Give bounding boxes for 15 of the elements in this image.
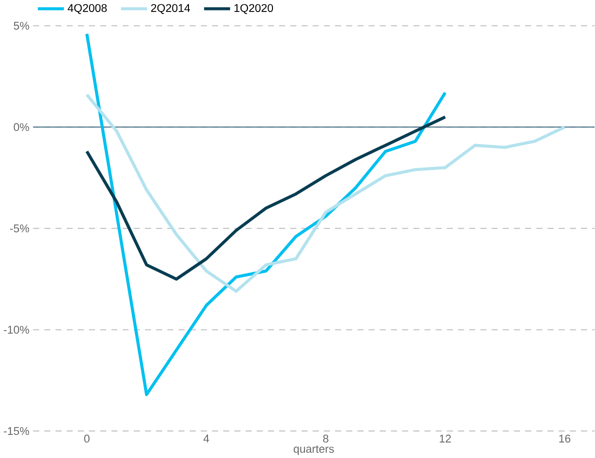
x-axis-title: quarters (294, 445, 334, 455)
y-tick-label: 5% (14, 22, 30, 30)
legend-label: 4Q2008 (68, 4, 107, 14)
y-tick-label: -15% (4, 426, 30, 435)
x-tick-label: 4 (203, 434, 210, 442)
x-tick-label: 8 (323, 434, 328, 442)
x-tick-label: 12 (440, 434, 451, 442)
legend-label: 2Q2014 (151, 4, 190, 14)
x-tick-label: 0 (84, 434, 90, 442)
line-series (85, 92, 566, 293)
legend-label: 1Q2020 (234, 4, 274, 14)
y-tick-label: -5% (10, 224, 30, 232)
y-tick-label: -10% (4, 326, 30, 334)
x-tick-label: 16 (559, 434, 570, 442)
y-tick-label: 0% (14, 122, 30, 131)
